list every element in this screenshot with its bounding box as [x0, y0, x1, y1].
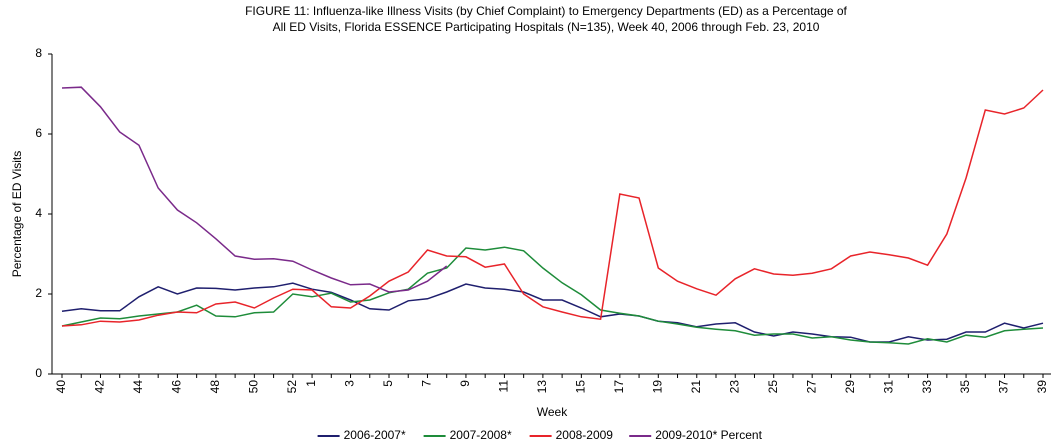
legend-label: 2006-2007* [344, 428, 406, 442]
x-tick-label: 7 [420, 380, 434, 387]
x-tick-label: 1 [304, 380, 318, 387]
y-axis-label: Percentage of ED Visits [10, 151, 24, 278]
x-tick-label: 3 [343, 380, 357, 387]
series-line [61, 86, 448, 293]
x-tick-label: 13 [535, 380, 549, 394]
x-tick-label: 39 [1035, 380, 1049, 394]
chart-title: All ED Visits, Florida ESSENCE Participa… [273, 20, 820, 34]
x-tick-label: 21 [689, 380, 703, 394]
x-tick-label: 31 [881, 380, 895, 394]
x-tick-label: 17 [612, 380, 626, 394]
x-tick-label: 37 [997, 380, 1011, 394]
series-line [61, 246, 1044, 345]
y-tick-label: 4 [35, 206, 42, 220]
series-line [61, 89, 1044, 327]
x-tick-label: 9 [458, 380, 472, 387]
x-tick-label: 29 [843, 380, 857, 394]
y-tick-label: 8 [35, 46, 42, 60]
x-tick-label: 27 [804, 380, 818, 394]
x-tick-label: 42 [93, 380, 107, 394]
x-tick-label: 15 [574, 380, 588, 394]
x-tick-label: 11 [497, 380, 511, 393]
x-tick-label: 46 [170, 380, 184, 394]
y-tick-label: 0 [35, 366, 42, 380]
x-tick-label: 33 [920, 380, 934, 394]
x-tick-label: 25 [766, 380, 780, 394]
legend-label: 2007-2008* [450, 428, 512, 442]
x-tick-label: 35 [958, 380, 972, 394]
legend-label: 2009-2010* Percent [655, 428, 762, 442]
x-tick-label: 23 [727, 380, 741, 394]
x-axis-label: Week [537, 405, 568, 419]
legend-label: 2008-2009 [556, 428, 614, 442]
x-tick-label: 44 [131, 380, 145, 394]
x-tick-label: 5 [381, 380, 395, 387]
y-tick-label: 2 [35, 286, 42, 300]
chart-title: FIGURE 11: Influenza-like Illness Visits… [245, 4, 847, 18]
x-tick-label: 19 [650, 380, 664, 394]
x-tick-label: 48 [208, 380, 222, 394]
x-tick-label: 40 [54, 380, 68, 394]
x-tick-label: 52 [285, 380, 299, 394]
y-tick-label: 6 [35, 126, 42, 140]
x-tick-label: 50 [247, 380, 261, 394]
